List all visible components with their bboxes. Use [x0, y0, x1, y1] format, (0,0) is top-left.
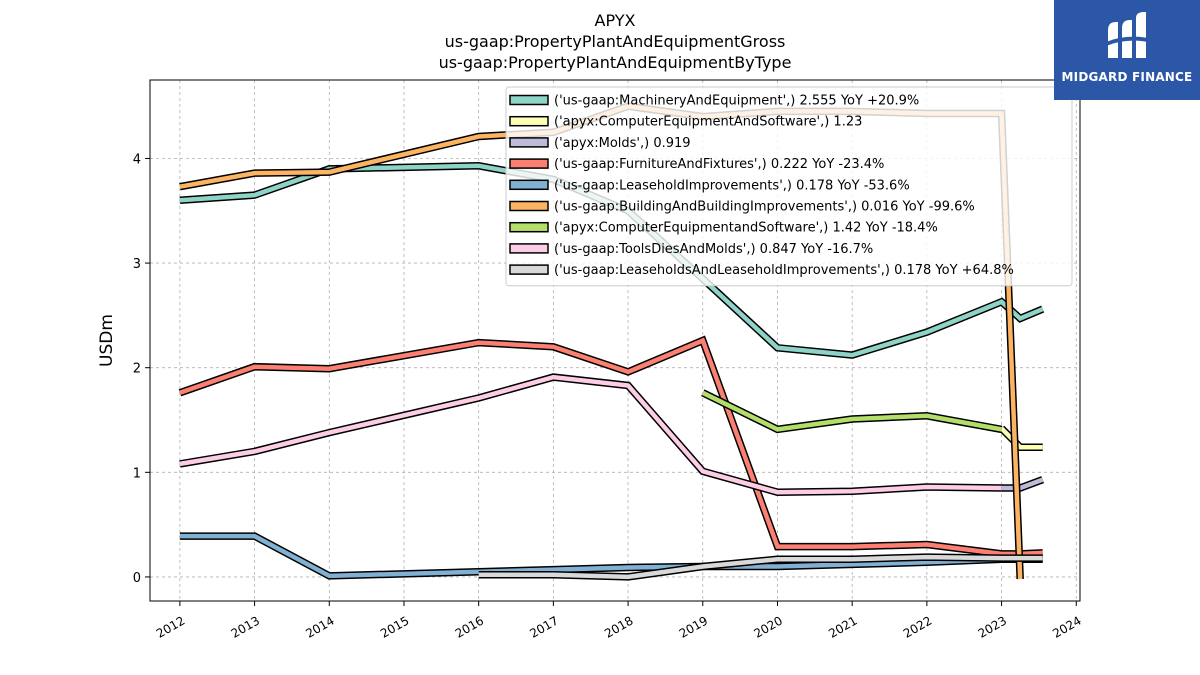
series-line-6 — [701, 389, 1003, 434]
chart-title: APYX us-gaap:PropertyPlantAndEquipmentGro… — [439, 11, 792, 72]
legend-label: ('apyx:ComputerEquipmentandSoftware',) 1… — [554, 221, 938, 236]
legend-item-6: ('apyx:ComputerEquipmentandSoftware',) 1… — [509, 221, 938, 236]
legend-swatch — [509, 264, 549, 275]
x-tick-label: 2018 — [602, 613, 635, 640]
y-tick-label: 2 — [133, 362, 141, 377]
legend-swatch — [509, 243, 549, 254]
x-tick-label: 2024 — [1050, 613, 1083, 640]
legend-swatch — [509, 137, 549, 148]
x-tick-label: 2016 — [453, 613, 486, 640]
legend-item-0: ('us-gaap:MachineryAndEquipment',) 2.555… — [509, 94, 919, 109]
legend-label: ('apyx:ComputerEquipmentAndSoftware',) 1… — [554, 115, 862, 130]
legend-label: ('us-gaap:BuildingAndBuildingImprovement… — [554, 200, 975, 215]
legend-swatch — [509, 115, 549, 127]
series-line-3 — [178, 335, 1043, 558]
legend-item-8: ('us-gaap:LeaseholdsAndLeaseholdImprovem… — [509, 263, 1014, 278]
midgard-logo-icon — [1106, 12, 1148, 58]
x-tick-label: 2015 — [378, 613, 411, 640]
series-line-2 — [1001, 476, 1045, 492]
legend-box — [505, 86, 1073, 287]
title-line-2: us-gaap:PropertyPlantAndEquipmentByType — [439, 53, 792, 72]
legend-label: ('us-gaap:LeaseholdsAndLeaseholdImprovem… — [554, 263, 1014, 278]
series-line-4 — [179, 532, 1043, 580]
series-line-7 — [179, 373, 1002, 496]
x-tick-label: 2023 — [976, 613, 1009, 640]
y-tick-label: 3 — [133, 257, 141, 272]
legend-item-1: ('apyx:ComputerEquipmentAndSoftware',) 1… — [509, 115, 862, 130]
legend-label: ('us-gaap:LeaseholdImprovements',) 0.178… — [554, 178, 910, 193]
legend-swatch — [509, 179, 549, 191]
midgard-finance-logo: MIDGARD FINANCE — [1054, 0, 1200, 100]
x-tick-label: 2012 — [154, 613, 187, 640]
legend-label: ('us-gaap:FurnitureAndFixtures',) 0.222 … — [554, 157, 884, 172]
plot-frame — [149, 79, 1081, 602]
legend-label: ('apyx:Molds',) 0.919 — [554, 136, 691, 151]
x-tick-label: 2020 — [752, 613, 785, 640]
legend-swatch — [509, 158, 549, 169]
legend-swatch — [509, 221, 549, 233]
x-tick-label: 2022 — [901, 613, 934, 640]
legend-label: ('us-gaap:ToolsDiesAndMolds',) 0.847 YoY… — [554, 242, 873, 257]
legend: ('us-gaap:MachineryAndEquipment',) 2.555… — [505, 86, 1073, 287]
x-tick-label: 2019 — [677, 613, 710, 640]
y-tick-label: 4 — [133, 152, 141, 167]
legend-item-2: ('apyx:Molds',) 0.919 — [509, 136, 691, 151]
legend-swatch — [509, 200, 549, 212]
series-line-1 — [998, 425, 1043, 451]
y-axis-ticks: 0 1 2 3 4 — [133, 152, 150, 586]
title-line-0: APYX — [595, 11, 636, 30]
series-lines — [178, 102, 1045, 581]
y-axis-label: USDm — [97, 314, 117, 367]
legend-item-7: ('us-gaap:ToolsDiesAndMolds',) 0.847 YoY… — [509, 242, 873, 257]
y-tick-label: 1 — [133, 466, 141, 481]
x-tick-label: 2021 — [826, 613, 859, 640]
legend-item-3: ('us-gaap:FurnitureAndFixtures',) 0.222 … — [509, 157, 884, 172]
legend-item-4: ('us-gaap:LeaseholdImprovements',) 0.178… — [509, 178, 910, 193]
y-tick-label: 0 — [133, 571, 141, 586]
series-line-8 — [478, 553, 1043, 581]
x-tick-label: 2017 — [527, 613, 560, 640]
title-line-1: us-gaap:PropertyPlantAndEquipmentGross — [445, 32, 786, 51]
x-axis-ticks: 2012 2013 2014 2015 2016 2017 2018 2019 2020 2021… — [154, 601, 1084, 641]
x-tick-label: 2013 — [229, 613, 262, 640]
legend-label: ('us-gaap:MachineryAndEquipment',) 2.555… — [554, 94, 919, 109]
legend-item-5: ('us-gaap:BuildingAndBuildingImprovement… — [509, 200, 975, 215]
x-tick-label: 2014 — [303, 613, 336, 640]
watermark-text: MIDGARD FINANCE — [1061, 70, 1193, 84]
legend-swatch — [509, 94, 549, 106]
